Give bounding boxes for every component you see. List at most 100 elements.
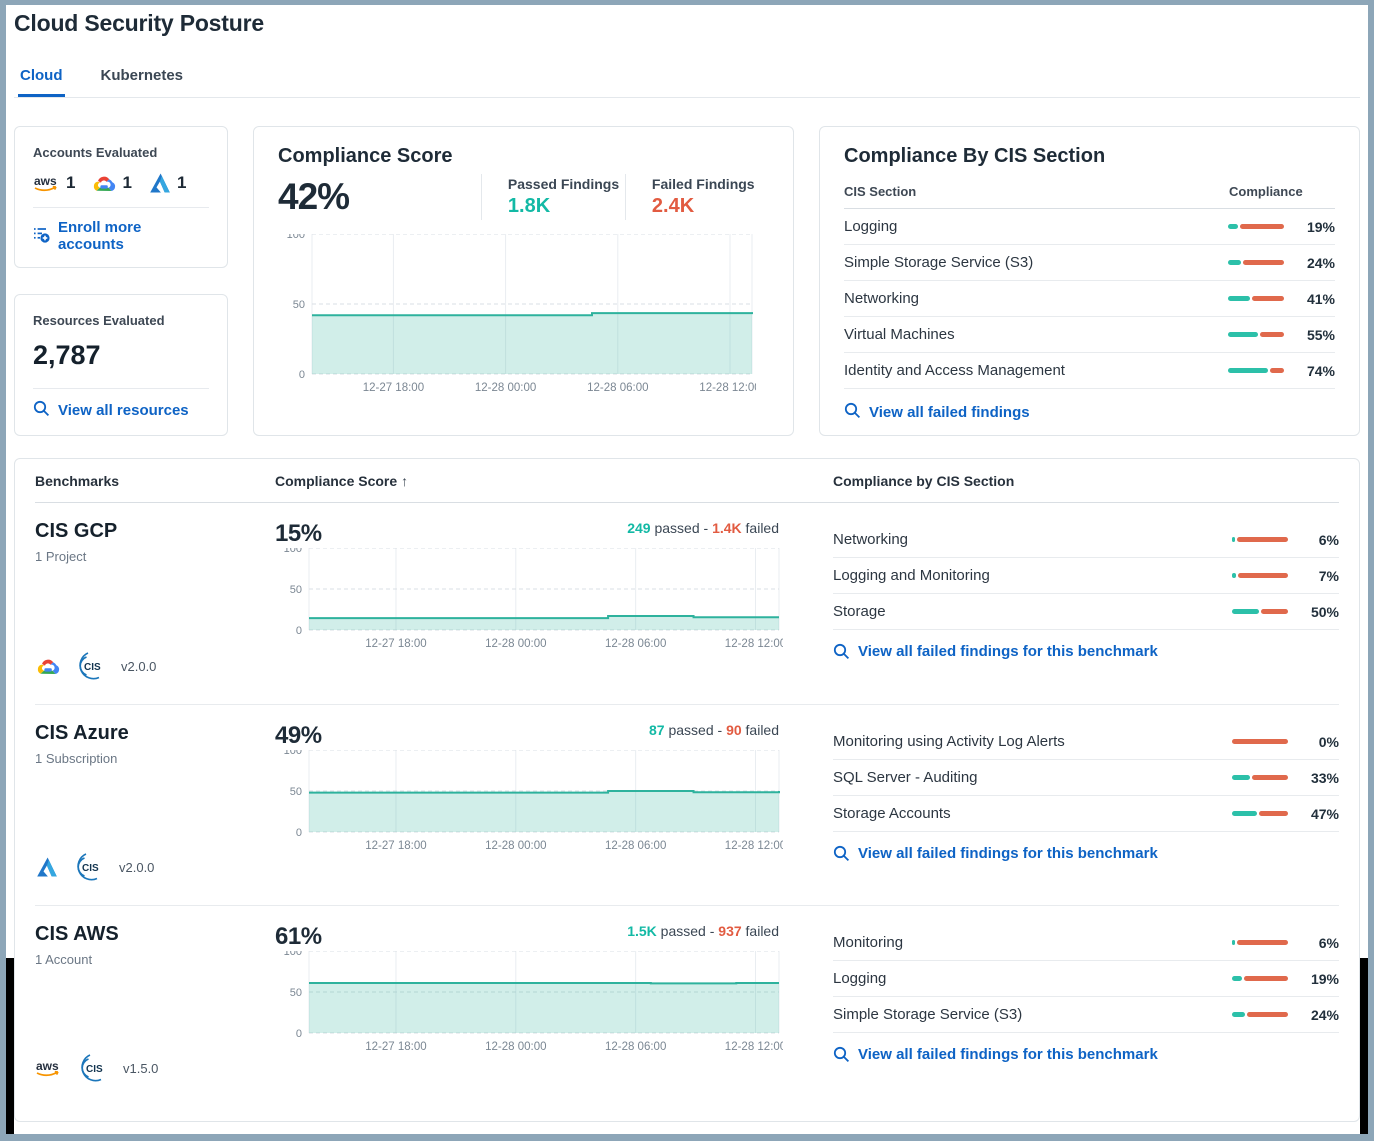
view-failed-findings-benchmark-link[interactable]: View all failed findings for this benchm… xyxy=(833,643,1339,660)
passed-findings-value: 1.8K xyxy=(507,195,551,217)
resources-evaluated-card: Resources Evaluated 2,787 View all resou… xyxy=(14,294,228,436)
cis-section-label: Logging xyxy=(833,970,887,987)
compliance-column-header: Compliance xyxy=(1229,184,1303,199)
provider-count-azure: 1 xyxy=(148,172,186,194)
cis-section-label: Logging xyxy=(844,218,898,235)
enroll-more-accounts-link[interactable]: Enroll more accounts xyxy=(33,219,209,253)
compliance-mini-bar xyxy=(1232,573,1288,578)
cis-section-row: Logging and Monitoring 7% xyxy=(833,558,1339,594)
svg-text:12-28 06:00: 12-28 06:00 xyxy=(605,1041,666,1053)
svg-text:50: 50 xyxy=(293,299,305,311)
svg-text:50: 50 xyxy=(290,584,302,596)
compliance-by-cis-section-card: Compliance By CIS Section CIS Section Co… xyxy=(819,126,1360,436)
compliance-score-chart: 0 50 100 12-27 18:00 12-28 00:00 12-28 06:00 1… xyxy=(278,229,769,403)
compliance-mini-bar xyxy=(1232,537,1288,542)
provider-count-gcp: 1 xyxy=(91,173,132,194)
compliance-percent: 50% xyxy=(1310,603,1339,620)
svg-text:12-27 18:00: 12-27 18:00 xyxy=(363,382,424,394)
cis-section-row: Storage Accounts 47% xyxy=(833,796,1339,832)
azure-logo-icon xyxy=(37,857,57,877)
window-border-bottom xyxy=(0,1134,1374,1141)
resources-evaluated-count: 2,787 xyxy=(33,340,101,370)
cis-section-table: Logging 19% Simple Storage Service (S3) … xyxy=(844,209,1335,389)
cis-section-label: Monitoring using Activity Log Alerts xyxy=(833,733,1065,750)
compliance-percent: 55% xyxy=(1306,326,1335,343)
compliance-mini-bar xyxy=(1228,368,1284,373)
svg-text:12-28 00:00: 12-28 00:00 xyxy=(485,840,546,852)
compliance-percent: 74% xyxy=(1306,362,1335,379)
compliance-percent: 19% xyxy=(1310,970,1339,987)
svg-text:CIS: CIS xyxy=(84,662,101,673)
provider-count-aws: aws 1 xyxy=(33,173,75,193)
compliance-percent: 24% xyxy=(1306,254,1335,271)
compliance-mini-bar xyxy=(1232,1012,1288,1017)
compliance-percent: 24% xyxy=(1310,1006,1339,1023)
benchmarks-card: Benchmarks Compliance Score ↑ Compliance … xyxy=(14,458,1360,1122)
cis-section-row: Virtual Machines 55% xyxy=(844,317,1335,353)
cis-azure-trend: 0 50 100 12-27 18:00 12-28 00:00 12-28 06:00 1… xyxy=(284,745,787,852)
cis-section-label: Monitoring xyxy=(833,934,904,951)
compliance-mini-bar xyxy=(1228,260,1284,265)
compliance-percent: 19% xyxy=(1306,218,1335,235)
svg-text:12-27 18:00: 12-27 18:00 xyxy=(365,1041,426,1053)
benchmark-version: v1.5.0 xyxy=(123,1060,159,1076)
aws-logo-icon: aws xyxy=(34,174,57,192)
tab-bar: Cloud Kubernetes xyxy=(14,67,1360,98)
cis-section-row: Logging 19% xyxy=(844,209,1335,245)
search-icon xyxy=(833,845,850,862)
compliance-by-cis-section-column-header: Compliance by CIS Section xyxy=(833,473,1015,489)
svg-text:CIS: CIS xyxy=(86,1064,103,1075)
svg-text:aws: aws xyxy=(34,174,57,188)
search-icon xyxy=(833,1046,850,1063)
summary-row: Accounts Evaluated aws 1 1 1 Enroll more… xyxy=(14,126,1360,436)
cis-section-label: Virtual Machines xyxy=(844,326,955,343)
compliance-score-value: 42% xyxy=(278,176,350,217)
tab-kubernetes[interactable]: Kubernetes xyxy=(100,67,184,84)
svg-text:100: 100 xyxy=(287,234,305,241)
compliance-mini-bar xyxy=(1228,224,1284,229)
failed-findings-value: 2.4K xyxy=(651,195,695,217)
cis-section-row: Identity and Access Management 74% xyxy=(844,353,1335,389)
benchmark-scope: 1 Subscription xyxy=(35,751,118,766)
compliance-score-column-header[interactable]: Compliance Score ↑ xyxy=(275,473,409,489)
provider-count-value: 1 xyxy=(66,173,76,192)
benchmarks-rows: CIS GCP 1 Project CIS v2.0.0 15% 249 passed… xyxy=(35,503,1339,1106)
compliance-percent: 6% xyxy=(1318,531,1339,548)
failed-findings-label: Failed Findings xyxy=(651,176,755,192)
compliance-percent: 6% xyxy=(1318,934,1339,951)
cis-section-row: Storage 50% xyxy=(833,594,1339,630)
benchmark-row-cis-gcp: CIS GCP 1 Project CIS v2.0.0 15% 249 passed… xyxy=(35,503,1339,704)
cis-logo-icon: CIS xyxy=(81,1054,103,1082)
cis-section-card-title: Compliance By CIS Section xyxy=(844,145,1106,167)
cis-section-label: Simple Storage Service (S3) xyxy=(844,254,1034,271)
svg-text:12-28 00:00: 12-28 00:00 xyxy=(475,382,536,394)
compliance-percent: 41% xyxy=(1306,290,1335,307)
svg-text:0: 0 xyxy=(296,625,302,637)
benchmark-row-cis-azure: CIS Azure 1 Subscription CIS v2.0.0 49% 87 … xyxy=(35,704,1339,905)
view-all-resources-link[interactable]: View all resources xyxy=(33,400,209,421)
tab-cloud[interactable]: Cloud xyxy=(18,67,65,97)
compliance-score-trend: 0 50 100 12-27 18:00 12-28 00:00 12-28 06:00 1… xyxy=(287,229,761,394)
cis-section-row: Logging 19% xyxy=(833,961,1339,997)
provider-count-value: 1 xyxy=(176,173,187,192)
view-failed-findings-benchmark-link[interactable]: View all failed findings for this benchm… xyxy=(833,845,1339,862)
svg-text:12-28 12:00: 12-28 12:00 xyxy=(725,638,783,650)
svg-text:12-28 06:00: 12-28 06:00 xyxy=(605,840,666,852)
search-icon xyxy=(833,643,850,660)
svg-text:CIS: CIS xyxy=(82,863,99,874)
window-border-top xyxy=(0,0,1374,5)
svg-text:12-27 18:00: 12-27 18:00 xyxy=(365,638,426,650)
compliance-mini-bar xyxy=(1232,739,1288,744)
benchmark-logos: aws CIS v1.5.0 xyxy=(35,1052,275,1092)
view-failed-findings-benchmark-link[interactable]: View all failed findings for this benchm… xyxy=(833,1046,1339,1063)
benchmark-scope: 1 Project xyxy=(35,549,87,564)
compliance-mini-bar xyxy=(1228,296,1284,301)
cis-section-row: Monitoring using Activity Log Alerts 0% xyxy=(833,724,1339,760)
svg-text:12-28 12:00: 12-28 12:00 xyxy=(699,382,756,394)
provider-count-value: 1 xyxy=(122,173,132,192)
benchmark-logos: CIS v2.0.0 xyxy=(35,650,275,690)
passed-findings-label: Passed Findings xyxy=(507,176,620,192)
gcp-logo-icon xyxy=(94,176,116,191)
cis-section-label: SQL Server - Auditing xyxy=(833,769,978,786)
view-all-failed-findings-link[interactable]: View all failed findings xyxy=(844,402,1335,423)
